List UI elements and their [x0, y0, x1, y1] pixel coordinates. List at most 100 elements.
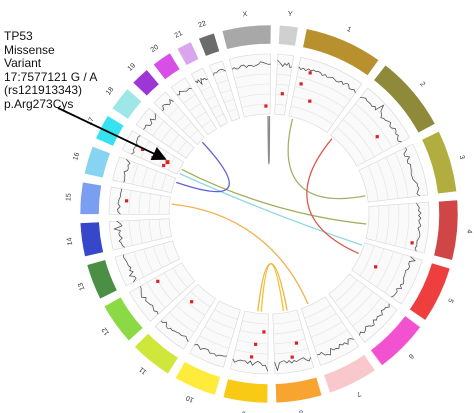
grid-line — [384, 254, 404, 293]
coverage-track — [277, 59, 293, 68]
grid-line — [168, 106, 179, 117]
grid-line — [141, 167, 148, 187]
grid-line — [131, 163, 139, 185]
chromosome-6: 6 — [328, 273, 421, 366]
track-background — [112, 156, 177, 194]
grid-line — [138, 192, 142, 215]
grid-line — [151, 170, 158, 189]
chromosome-label: 21 — [174, 30, 184, 40]
grid-line — [215, 113, 224, 119]
ideogram-band — [222, 378, 268, 404]
chromosome-x: X — [221, 11, 272, 118]
grid-line — [118, 188, 122, 215]
grid-line — [124, 254, 136, 282]
chromosome-label: Y — [287, 11, 293, 18]
grid-line — [189, 129, 199, 138]
grid-line — [148, 219, 153, 242]
chromosome-label: 11 — [138, 365, 148, 375]
chromosome-7: 7 — [300, 296, 376, 398]
ideogram-band — [79, 181, 102, 215]
grid-line — [133, 251, 145, 278]
grid-line — [169, 312, 195, 333]
coverage-track — [213, 69, 226, 76]
track-background — [129, 262, 196, 322]
ideogram-band — [421, 131, 457, 195]
ideogram-band — [153, 52, 181, 80]
coverage-track — [232, 358, 269, 372]
grid-line — [183, 298, 206, 316]
chromosome-label: 13 — [77, 281, 86, 291]
grid-line — [118, 221, 124, 248]
grid-line — [214, 309, 238, 320]
link-7 — [260, 263, 285, 312]
coverage-track — [139, 286, 159, 315]
grid-line — [404, 203, 410, 249]
grid-line — [385, 157, 399, 199]
grid-line — [275, 103, 287, 106]
ideogram-band — [302, 28, 380, 76]
grid-line — [367, 165, 379, 201]
variant-dot — [280, 92, 284, 96]
grid-line — [340, 285, 366, 311]
chromosome-1: 1 — [288, 26, 380, 133]
ideogram-band — [111, 88, 142, 120]
grid-line — [176, 305, 200, 325]
grid-line — [276, 73, 291, 76]
variant-dot — [308, 71, 312, 75]
grid-line — [359, 245, 375, 276]
grid-line — [143, 248, 154, 273]
chromosome-15: 15 — [65, 181, 171, 215]
chromosome-10: 10 — [174, 300, 241, 403]
variant-dot — [262, 330, 266, 334]
annotation-arrow — [57, 107, 167, 161]
chromosome-19: 19 — [127, 62, 205, 145]
grid-line — [394, 152, 409, 198]
grid-line — [144, 114, 157, 131]
grid-line — [274, 348, 309, 355]
ideogram-band — [278, 25, 299, 47]
grid-line — [195, 111, 207, 120]
chromosome-label: 19 — [127, 62, 138, 73]
grid-line — [146, 282, 166, 309]
chromosome-18: 18 — [105, 86, 195, 159]
chromosome-14: 14 — [66, 218, 172, 257]
chromosome-11: 11 — [134, 283, 216, 375]
coverage-track — [359, 303, 390, 336]
chromosome-22: 22 — [198, 20, 241, 122]
grid-line — [209, 317, 235, 330]
link-2 — [176, 141, 230, 193]
coverage-track — [194, 77, 208, 86]
protein-change-label: p.Arg273Cys — [4, 96, 74, 111]
chromosome-label: 20 — [150, 44, 160, 54]
grid-line — [277, 63, 293, 67]
grid-line — [292, 96, 339, 117]
ideogram-band — [132, 69, 160, 97]
grid-line — [194, 344, 227, 359]
variant-dot — [190, 300, 194, 304]
grid-line — [190, 291, 211, 308]
ideogram-band — [134, 333, 179, 375]
grid-line — [273, 328, 303, 335]
variant-dot — [254, 342, 258, 346]
grid-line — [167, 156, 176, 171]
variant-dot — [294, 341, 299, 345]
chromosome-label: 14 — [66, 237, 74, 246]
ideogram-band — [433, 199, 459, 261]
grid-line — [182, 122, 192, 131]
link-0 — [179, 173, 363, 246]
ideogram-band — [198, 32, 220, 57]
chromosome-20: 20 — [150, 44, 217, 136]
variant-dot — [410, 241, 414, 245]
grid-line — [392, 257, 413, 299]
grid-line — [148, 193, 152, 215]
coverage-track — [274, 357, 312, 372]
chromosome-label: 4 — [465, 229, 472, 234]
link-8 — [257, 262, 288, 312]
ideogram-band — [103, 296, 144, 342]
grid-line — [189, 103, 201, 112]
grid-line — [376, 251, 394, 288]
ideogram-band — [84, 146, 111, 179]
grid-line — [241, 103, 271, 108]
track-background — [189, 300, 241, 368]
